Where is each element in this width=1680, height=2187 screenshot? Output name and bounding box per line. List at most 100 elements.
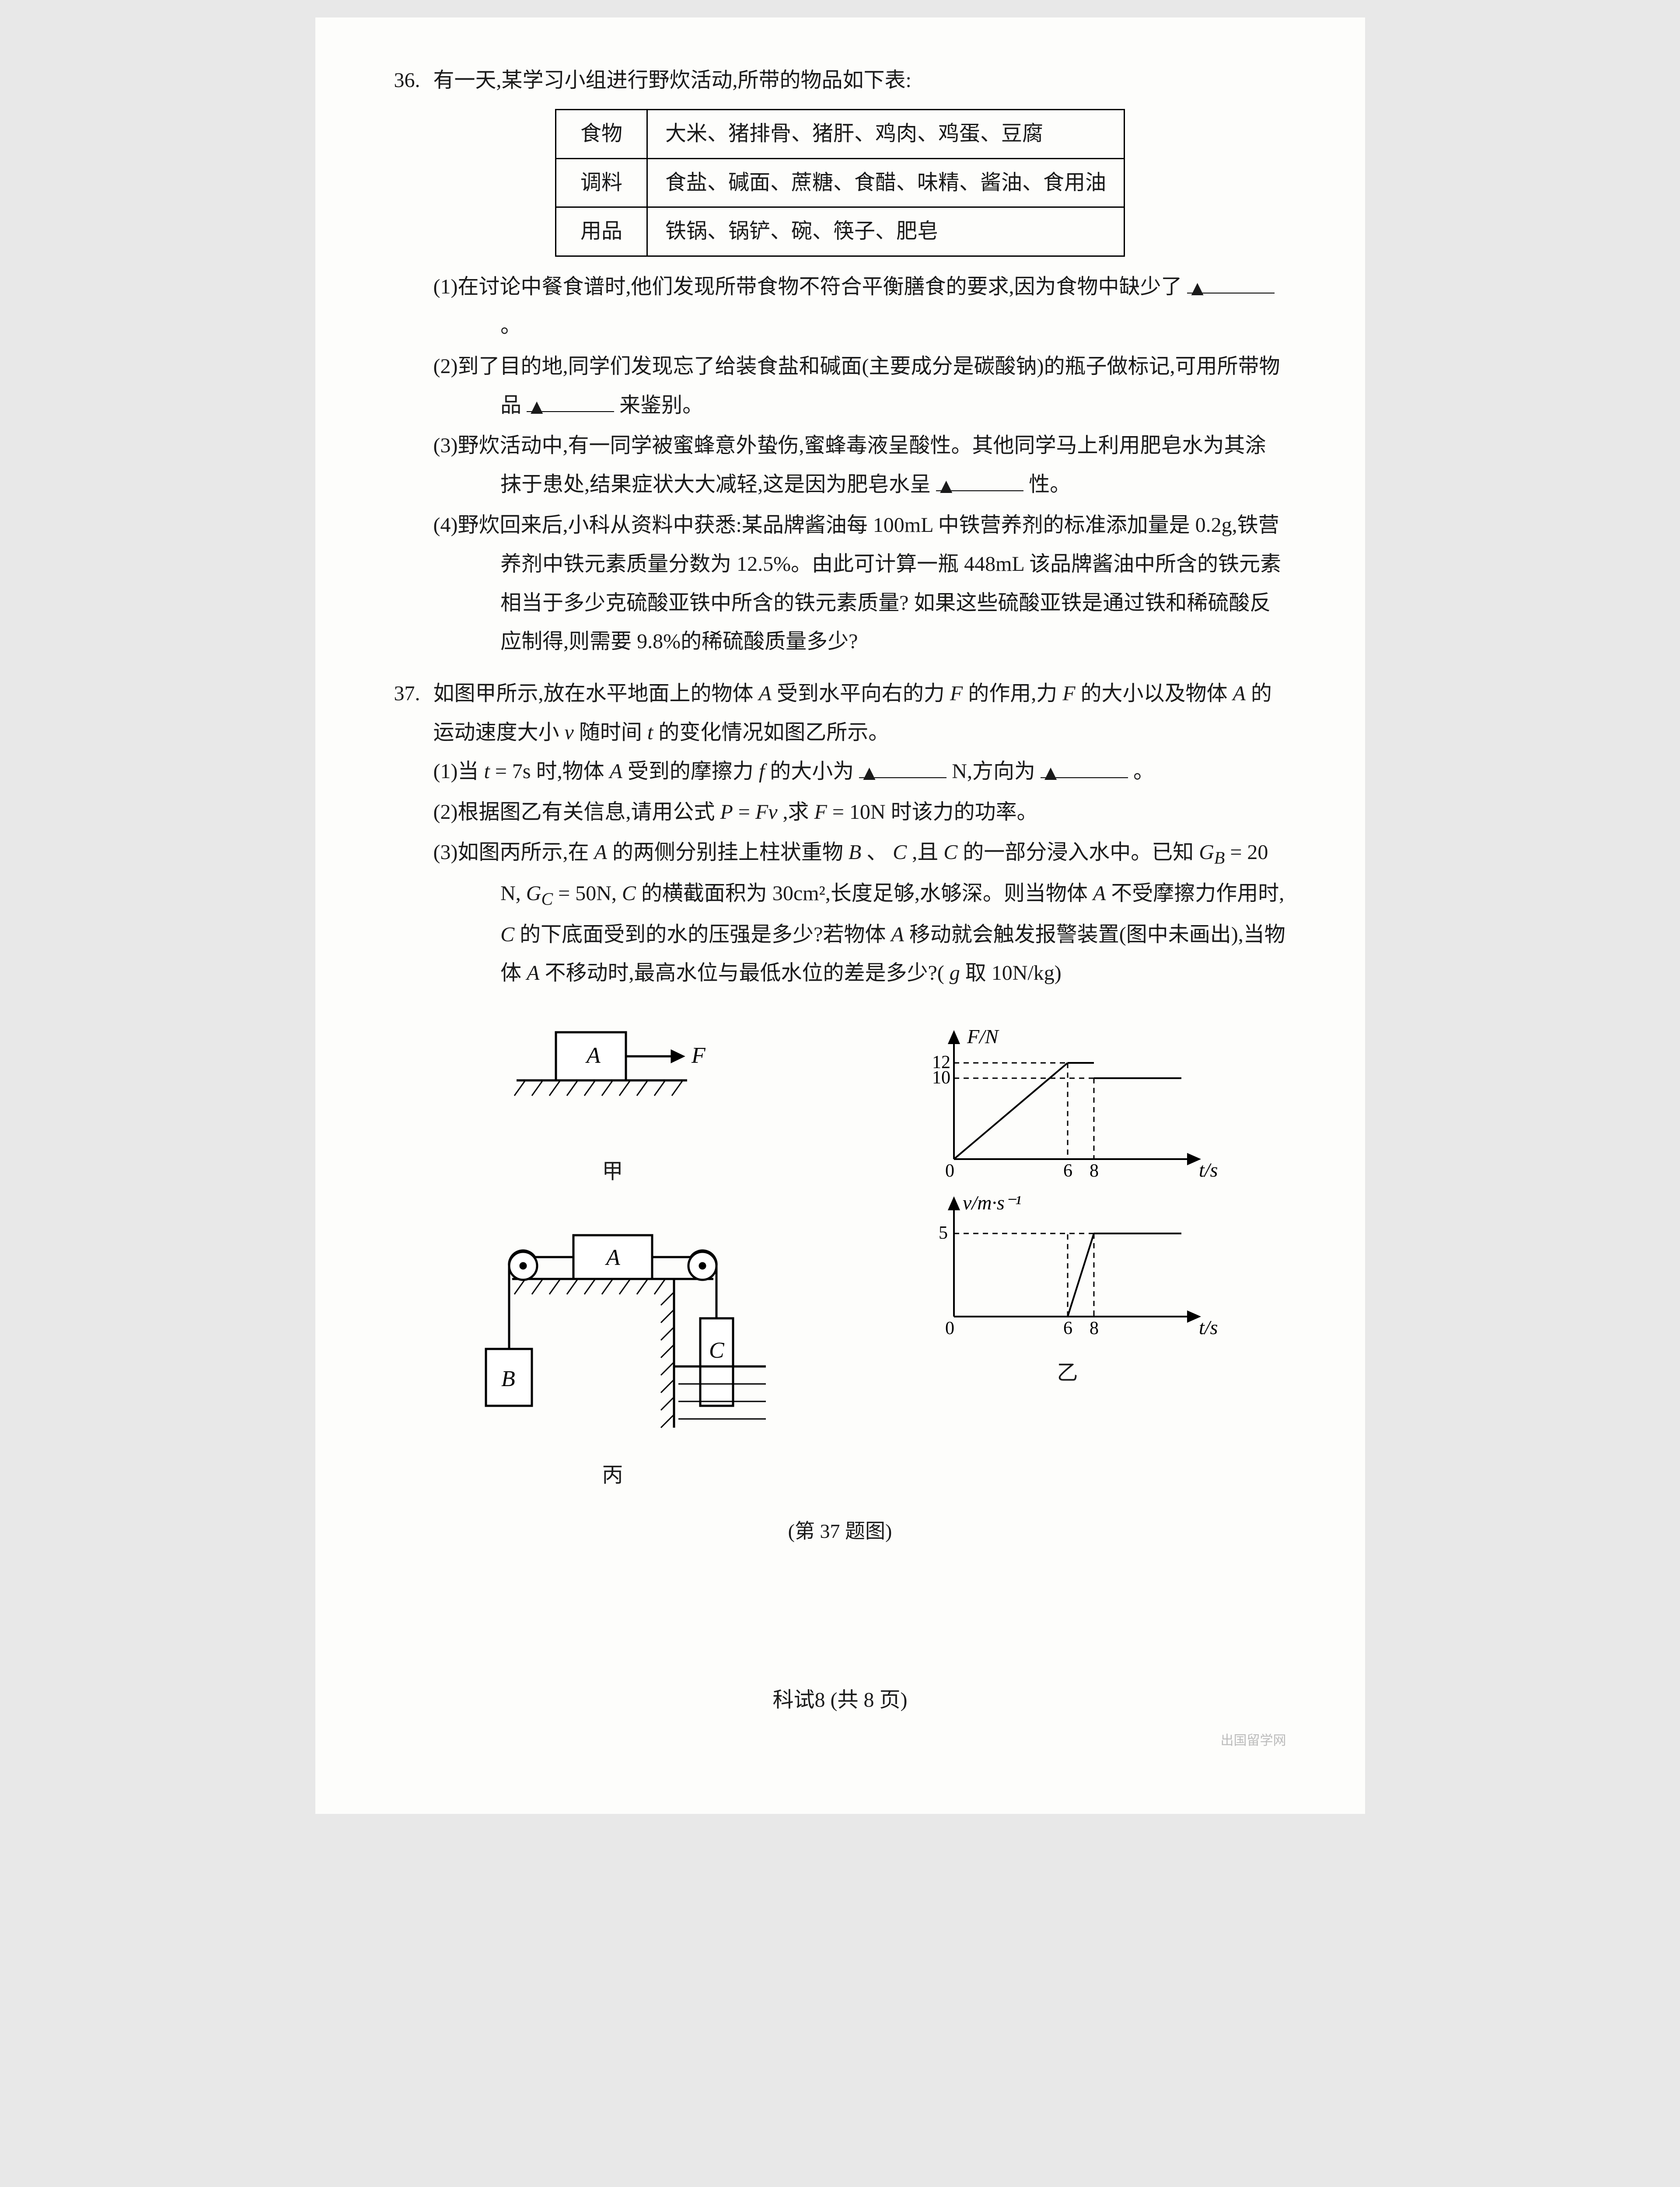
sub-B: B	[1214, 848, 1225, 868]
var-A: A	[759, 682, 772, 705]
table-cell-label: 食物	[555, 109, 647, 158]
var-P: P	[720, 800, 733, 824]
text: 不受摩擦力作用时,	[1111, 882, 1284, 905]
table-row: 用品 铁锅、锅铲、碗、筷子、肥皂	[555, 207, 1124, 256]
var-F: F	[814, 800, 827, 824]
text: (3)如图丙所示,在	[433, 841, 589, 864]
text: (1)在讨论中餐食谱时,他们发现所带食物不符合平衡膳食的要求,因为食物中缺少了	[433, 275, 1182, 298]
xtick: 0	[945, 1161, 954, 1181]
xtick: 6	[1063, 1318, 1072, 1338]
xlabel: t/s	[1199, 1159, 1218, 1181]
text: (2)根据图乙有关信息,请用公式	[433, 800, 715, 824]
text: 的下底面受到的水的压强是多少?若物体	[520, 923, 886, 946]
var-GC: G	[526, 882, 541, 905]
label-F: F	[691, 1043, 706, 1068]
var-F: F	[1062, 682, 1075, 705]
page-footer: 科试8 (共 8 页)	[394, 1681, 1286, 1720]
var-t: t	[647, 721, 653, 744]
var-Fv: Fv	[755, 800, 778, 824]
q36-sub4: (4)野炊回来后,小科从资料中获悉:某品牌酱油每 100mL 中铁营养剂的标准添…	[461, 506, 1286, 661]
q37-figures: A F 甲	[394, 1019, 1286, 1495]
var-g: g	[950, 961, 960, 985]
q36-sub3: (3)野炊活动中,有一同学被蜜蜂意外蛰伤,蜜蜂毒液呈酸性。其他同学马上利用肥皂水…	[461, 426, 1286, 504]
ylabel: F/N	[967, 1025, 999, 1048]
fill-blank: ▲	[859, 755, 947, 778]
text: 的大小以及物体	[1081, 682, 1228, 705]
q37-sub3: (3)如图丙所示,在 A 的两侧分别挂上柱状重物 B 、 C ,且 C 的一部分…	[461, 833, 1286, 993]
text: (4)野炊回来后,小科从资料中获悉:某品牌酱油每 100mL 中铁营养剂的标准添…	[433, 514, 1281, 653]
question-36: 36. 有一天,某学习小组进行野炊活动,所带的物品如下表: 食物 大米、猪排骨、…	[394, 61, 1286, 661]
text: 、	[866, 841, 887, 864]
left-figure-column: A F 甲	[455, 1019, 770, 1495]
text: ,且	[912, 841, 938, 864]
bing-label: 丙	[455, 1456, 770, 1495]
var-GB: G	[1199, 841, 1214, 864]
jia-label: 甲	[499, 1153, 726, 1191]
ylabel: v/m·s⁻¹	[963, 1191, 1021, 1214]
var-A: A	[610, 760, 622, 783]
chart-velocity-svg: v/m·s⁻¹ t/s 5 0 6 8	[910, 1185, 1225, 1343]
text: 。	[1133, 760, 1154, 783]
var-C: C	[893, 841, 907, 864]
text: N,方向为	[952, 760, 1035, 783]
sub-C: C	[541, 889, 553, 909]
fill-blank: ▲	[1187, 270, 1275, 293]
table-row: 调料 食盐、碱面、蔗糖、食醋、味精、酱油、食用油	[555, 158, 1124, 207]
var-t: t	[484, 760, 489, 783]
fill-blank: ▲	[527, 389, 614, 412]
q37-sub2: (2)根据图乙有关信息,请用公式 P = Fv ,求 F = 10N 时该力的功…	[461, 793, 1286, 832]
text: = 10N 时该力的功率。	[832, 800, 1038, 824]
table-cell-value: 铁锅、锅铲、碗、筷子、肥皂	[647, 207, 1125, 256]
var-F: F	[950, 682, 963, 705]
text: 的一部分浸入水中。已知	[963, 841, 1194, 864]
text: 性。	[1029, 473, 1071, 496]
var-C: C	[500, 923, 514, 946]
table-cell-value: 大米、猪排骨、猪肝、鸡肉、鸡蛋、豆腐	[647, 109, 1125, 158]
xtick: 6	[1063, 1161, 1072, 1181]
xtick: 8	[1090, 1318, 1099, 1338]
ytick: 5	[939, 1223, 948, 1243]
question-37: 37. 如图甲所示,放在水平地面上的物体 A 受到水平向右的力 F 的作用,力 …	[394, 674, 1286, 1550]
text: 取 10N/kg)	[965, 961, 1062, 985]
watermark: 出国留学网	[394, 1729, 1286, 1753]
text: 受到的摩擦力	[628, 760, 754, 783]
yi-label: 乙	[910, 1354, 1225, 1393]
diagram-bing-svg: A B C	[455, 1218, 770, 1445]
text: =	[738, 800, 750, 824]
table-cell-label: 调料	[555, 158, 647, 207]
fill-blank: ▲	[1041, 755, 1128, 778]
text: (3)野炊活动中,有一同学被蜜蜂意外蛰伤,蜜蜂毒液呈酸性。其他同学马上利用肥皂水…	[433, 434, 1266, 496]
var-f: f	[759, 760, 765, 783]
text: (1)当	[433, 760, 479, 783]
var-A: A	[594, 841, 607, 864]
chart-force-svg: F/N t/s 12 10 0 6 8	[910, 1019, 1225, 1185]
right-figure-column: F/N t/s 12 10 0 6 8	[910, 1019, 1225, 1393]
label-A: A	[605, 1245, 620, 1270]
q37-intro: 如图甲所示,放在水平地面上的物体 A 受到水平向右的力 F 的作用,力 F 的大…	[433, 674, 1286, 752]
q36-sub1: (1)在讨论中餐食谱时,他们发现所带食物不符合平衡膳食的要求,因为食物中缺少了 …	[461, 268, 1286, 346]
text: 的两侧分别挂上柱状重物	[612, 841, 843, 864]
q36-sub2: (2)到了目的地,同学们发现忘了给装食盐和碱面(主要成分是碳酸钠)的瓶子做标记,…	[461, 347, 1286, 425]
xtick: 0	[945, 1318, 954, 1338]
var-C: C	[943, 841, 957, 864]
figure-jia: A F 甲	[499, 1019, 726, 1191]
table-cell-label: 用品	[555, 207, 647, 256]
diagram-jia-svg: A F	[499, 1019, 726, 1142]
text: 。	[500, 314, 521, 337]
text: 随时间	[579, 721, 642, 744]
text: 来鉴别。	[619, 394, 703, 417]
ytick: 10	[932, 1068, 950, 1088]
text: 的大小为	[770, 760, 854, 783]
var-B: B	[849, 841, 861, 864]
label-A: A	[585, 1043, 601, 1068]
q36-table-wrap: 食物 大米、猪排骨、猪肝、鸡肉、鸡蛋、豆腐 调料 食盐、碱面、蔗糖、食醋、味精、…	[394, 109, 1286, 257]
figure-bing: A B C 丙	[455, 1218, 770, 1495]
text: = 50N,	[558, 882, 617, 905]
text: 的横截面积为 30cm²,长度足够,水够深。则当物体	[641, 882, 1088, 905]
q36-table: 食物 大米、猪排骨、猪肝、鸡肉、鸡蛋、豆腐 调料 食盐、碱面、蔗糖、食醋、味精、…	[555, 109, 1125, 257]
label-B: B	[501, 1366, 515, 1391]
var-v: v	[565, 721, 574, 744]
text: ,求	[783, 800, 809, 824]
label-C: C	[709, 1338, 725, 1363]
var-A: A	[1233, 682, 1246, 705]
